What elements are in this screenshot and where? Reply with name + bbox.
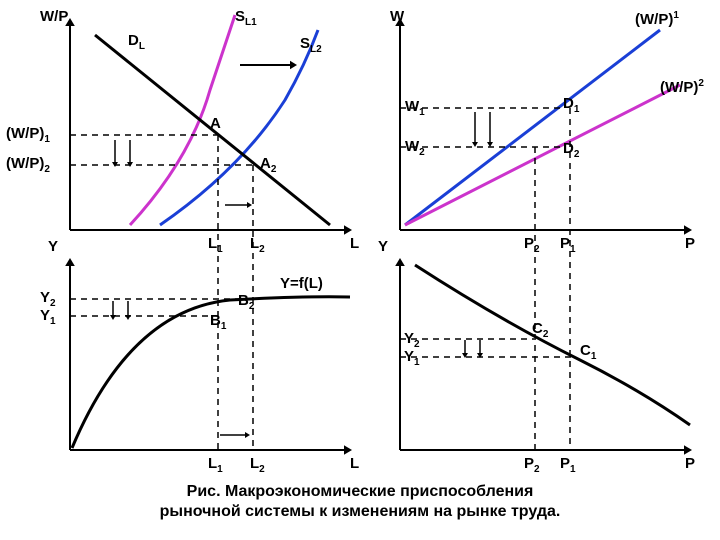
tl-l1-label: L1 bbox=[208, 235, 223, 255]
br-c1-label: C1 bbox=[580, 342, 596, 362]
caption-line1: Рис. Макроэкономические приспособления bbox=[0, 483, 720, 501]
tr-wp2-label: (W/P)2 bbox=[660, 78, 704, 96]
tr-yaxis-label: W bbox=[390, 8, 404, 25]
caption-line2: рыночной системы к изменениям на рынке т… bbox=[0, 503, 720, 521]
br-c2-label: C2 bbox=[532, 320, 548, 340]
bl-l1-label: L1 bbox=[208, 455, 223, 475]
br-p1-label: P1 bbox=[560, 455, 576, 475]
tr-d2-label: D2 bbox=[563, 140, 579, 160]
bl-l2-label: L2 bbox=[250, 455, 265, 475]
tr-d1-label: D1 bbox=[563, 95, 579, 115]
tr-p1-label: P1 bbox=[560, 235, 576, 255]
tl-wp1-label: (W/P)1 bbox=[6, 125, 50, 145]
tr-w2-label: W2 bbox=[405, 138, 425, 158]
bl-b2-label: B2 bbox=[238, 292, 254, 312]
tl-sl1-label: SL1 bbox=[235, 8, 257, 28]
tr-w1-label: W1 bbox=[405, 98, 425, 118]
br-y2-label: Y2 bbox=[404, 330, 420, 350]
tl-sl2-label: SL2 bbox=[300, 35, 322, 55]
bl-yf-label: Y=f(L) bbox=[280, 275, 323, 292]
br-y1-label: Y1 bbox=[404, 348, 420, 368]
br-p-label: P bbox=[685, 455, 695, 472]
bl-y1-label: Y1 bbox=[40, 307, 56, 327]
tr-p2-label: P2 bbox=[524, 235, 540, 255]
tl-a-label: A bbox=[210, 115, 221, 132]
br-p2-label: P2 bbox=[524, 455, 540, 475]
tl-yaxis-label: W/P bbox=[40, 8, 68, 25]
tl-dl-label: DL bbox=[128, 32, 145, 52]
bl-l-label: L bbox=[350, 455, 359, 472]
tl-a2-label: A2 bbox=[260, 155, 276, 175]
bl-yaxis-label: Y bbox=[48, 238, 58, 255]
br-yaxis-label: Y bbox=[378, 238, 388, 255]
bl-b1-label: B1 bbox=[210, 312, 226, 332]
bl-y2-label: Y2 bbox=[40, 289, 56, 309]
tr-wp1-label: (W/P)1 bbox=[635, 10, 679, 28]
tl-l-label: L bbox=[350, 235, 359, 252]
tl-wp2-label: (W/P)2 bbox=[6, 155, 50, 175]
tl-l2-label: L2 bbox=[250, 235, 265, 255]
tr-p-label: P bbox=[685, 235, 695, 252]
